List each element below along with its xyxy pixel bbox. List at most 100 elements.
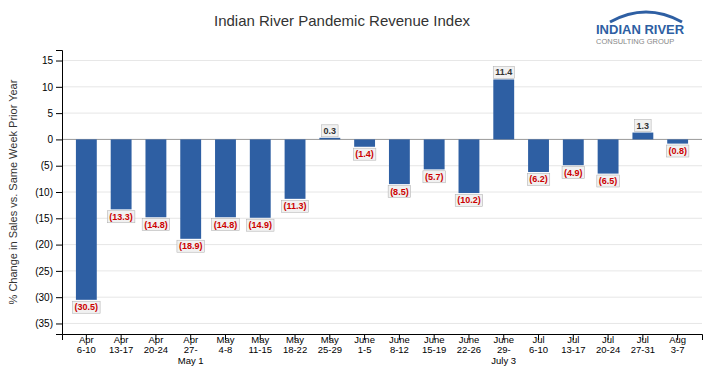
x-tick-label-line: 3-7 (671, 344, 685, 355)
bar (528, 139, 549, 172)
x-tick: June1-5 (354, 334, 375, 355)
y-tick-label: (5) (41, 160, 53, 171)
x-tick-label: May18-22 (283, 334, 307, 355)
data-label: 0.3 (324, 126, 337, 136)
x-tick-label-line: 27-31 (631, 344, 655, 355)
data-label-group: 0.3 (322, 125, 339, 137)
data-label-box (177, 240, 205, 252)
x-tick-label-line: 18-22 (283, 344, 307, 355)
data-label: (14.8) (214, 220, 238, 230)
x-tick-label: June29-July 3 (491, 334, 516, 366)
x-tick-label-line: June (389, 334, 410, 345)
grid-line (62, 113, 702, 114)
grid-line (62, 86, 702, 87)
y-tick: 10 (42, 82, 62, 93)
x-tick-label-line: Apr (114, 334, 129, 345)
title: Indian River Pandemic Revenue Index (214, 12, 470, 29)
x-tick-label-line: 27- (184, 344, 198, 355)
data-label-box (322, 125, 339, 137)
bar (389, 139, 410, 184)
data-label-group: 1.3 (635, 120, 652, 132)
y-tick-mark (56, 139, 62, 140)
data-label-group: (30.5) (73, 301, 101, 313)
y-tick-label: (25) (35, 266, 53, 277)
data-label-box (527, 173, 550, 185)
data-label-box (493, 66, 514, 78)
logo: INDIAN RIVERCONSULTING GROUP (596, 12, 685, 46)
data-label-group: (5.7) (423, 171, 446, 183)
data-label-box (562, 167, 585, 179)
y-tick-mark (56, 113, 62, 114)
y-tick-mark (56, 271, 62, 272)
x-tick-label: Apr27-May 1 (178, 334, 204, 366)
x-tick-label-line: May (286, 334, 304, 345)
grid (62, 61, 702, 324)
data-label-box (212, 219, 240, 231)
x-tick-label-line: 4-8 (219, 344, 233, 355)
x-tick-label-line: 15-19 (422, 344, 446, 355)
data-label: 1.3 (637, 121, 650, 131)
x-tick-label-line: 29- (497, 344, 511, 355)
y-axis-line (56, 51, 63, 335)
y-tick: (25) (35, 266, 62, 277)
x-tick-label: May11-15 (248, 334, 272, 355)
y-tick-mark (56, 166, 62, 167)
data-label-box (107, 211, 135, 223)
y-tick-label: 10 (42, 82, 54, 93)
bar (215, 139, 236, 217)
grid-line (62, 60, 702, 61)
x-tick-label: Jul20-24 (596, 334, 620, 355)
x-tick: Apr27-May 1 (178, 334, 204, 366)
x-tick-label-line: May (217, 334, 235, 345)
data-label-box (455, 194, 483, 206)
x-tick-label: Jul27-31 (631, 334, 655, 355)
grid-line (62, 270, 702, 271)
grid-line (62, 323, 702, 324)
data-label-group: (18.9) (177, 240, 205, 252)
data-label-box (388, 186, 411, 198)
bar (285, 139, 306, 198)
data-label-group: (6.2) (527, 173, 550, 185)
x-tick-label-line: Jul (637, 334, 649, 345)
data-label-group: (14.9) (247, 219, 275, 231)
data-label-box (73, 301, 101, 313)
x-tick-label-line: 13-17 (109, 344, 133, 355)
data-label-group: (0.8) (666, 145, 689, 157)
x-tick-label-line: Jul (567, 334, 579, 345)
x-tick-label-line: May 1 (178, 355, 204, 366)
bar (354, 139, 375, 146)
annotation: INDIAN RIVER (596, 22, 685, 37)
data-label: (4.9) (564, 168, 583, 178)
x-tick: Jul6-10 (529, 334, 548, 355)
x-tick-label-line: Jul (532, 334, 544, 345)
x-tick-label-line: 6-10 (77, 344, 96, 355)
bar (632, 133, 653, 140)
x-tick-label-line: 1-5 (358, 344, 372, 355)
data-label-box (597, 175, 620, 187)
data-label-group: (8.5) (388, 186, 411, 198)
y-axis-title: % Change in Sales vs. Same Week Prior Ye… (7, 79, 19, 304)
y-tick-mark (56, 87, 62, 88)
data-label-group: 11.4 (493, 66, 514, 78)
x-tick-label: Apr20-24 (144, 334, 168, 355)
x-tick-label: June15-19 (422, 334, 446, 355)
x-tick-label-line: 13-17 (561, 344, 585, 355)
x-tick-label: Apr13-17 (109, 334, 133, 355)
x-tick-label-line: June (493, 334, 514, 345)
x-tick: June29-July 3 (491, 334, 516, 366)
y-tick: 15 (42, 55, 62, 66)
bar (667, 139, 688, 143)
x-tick-label: June8-12 (389, 334, 410, 355)
data-label: (30.5) (75, 302, 99, 312)
y-tick: (20) (35, 239, 62, 250)
x-tick: Apr20-24 (144, 334, 168, 355)
x-tick: Apr6-10 (77, 334, 96, 355)
data-label: (5.7) (425, 172, 444, 182)
x-tick-label: May25-29 (318, 334, 342, 355)
data-label: 11.4 (495, 67, 512, 77)
y-tick: (5) (41, 160, 62, 171)
x-tick-label: Aug3-7 (669, 334, 686, 355)
x-tick-label-line: 20-24 (144, 344, 168, 355)
y-tick-label: (30) (35, 292, 53, 303)
data-label: (18.9) (179, 241, 203, 251)
